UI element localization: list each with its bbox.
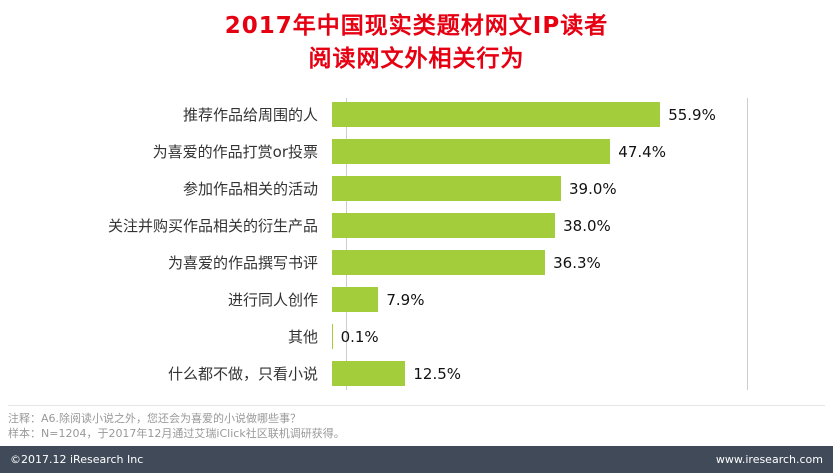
category-label: 其他 <box>287 328 318 346</box>
bar-row: 为喜爱的作品打赏or投票 47.4% <box>0 133 833 170</box>
value-label: 55.9% <box>668 105 716 124</box>
footnotes: 注释：A6.除阅读小说之外，您还会为喜爱的小说做哪些事？ 样本：N=1204，于… <box>8 405 825 441</box>
footnote-definition: 注释：A6.除阅读小说之外，您还会为喜爱的小说做哪些事？ <box>8 412 302 425</box>
value-label: 39.0% <box>568 179 617 198</box>
bar-row: 为喜爱的作品撰写书评 36.3% <box>0 244 833 281</box>
footnote-sample: 样本：N=1204，于2017年12月通过艾瑞iClick社区联机调研获得。 <box>8 427 345 440</box>
bar-chart: 推荐作品给周围的人 55.9% 为喜爱的作品打赏or投票 47.4% 参加作品相… <box>0 96 833 392</box>
value-label: 12.5% <box>413 364 462 383</box>
value-label: 0.1% <box>340 327 379 346</box>
axis-right-border <box>747 98 748 390</box>
bar-row: 推荐作品给周围的人 55.9% <box>0 96 833 133</box>
chart-title: 2017年中国现实类题材网文IP读者 阅读网文外相关行为 <box>0 10 833 76</box>
chart-title-line1: 2017年中国现实类题材网文IP读者 <box>224 13 609 39</box>
category-label: 关注并购买作品相关的衍生产品 <box>107 217 318 235</box>
bar-row: 其他 0.1% <box>0 318 833 355</box>
category-label: 推荐作品给周围的人 <box>182 106 318 124</box>
category-label: 为喜爱的作品打赏or投票 <box>152 143 318 161</box>
value-label: 47.4% <box>618 142 666 161</box>
category-label: 为喜爱的作品撰写书评 <box>167 254 318 272</box>
bar-row: 关注并购买作品相关的衍生产品 38.0% <box>0 207 833 244</box>
bar <box>332 102 661 127</box>
bar-row: 进行同人创作 7.9% <box>0 281 833 318</box>
category-label: 参加作品相关的活动 <box>182 180 318 198</box>
bar-row: 参加作品相关的活动 39.0% <box>0 170 833 207</box>
bar <box>332 176 561 201</box>
bar-row: 什么都不做，只看小说 12.5% <box>0 355 833 392</box>
bar <box>332 287 379 312</box>
value-label: 36.3% <box>553 253 601 272</box>
value-label: 38.0% <box>563 216 611 235</box>
bar <box>332 213 556 238</box>
category-label: 什么都不做，只看小说 <box>167 365 318 383</box>
chart-title-line2: 阅读网文外相关行为 <box>308 46 525 72</box>
bar <box>332 361 406 386</box>
value-label: 7.9% <box>386 290 425 309</box>
category-label: 进行同人创作 <box>227 291 318 309</box>
website-url: www.iresearch.com <box>715 453 823 466</box>
bar <box>332 139 611 164</box>
bar <box>332 324 333 349</box>
footer-bar: ©2017.12 iResearch Inc www.iresearch.com <box>0 446 833 473</box>
copyright-text: ©2017.12 iResearch Inc <box>10 453 144 466</box>
axis-baseline <box>346 98 347 390</box>
bar <box>332 250 546 275</box>
